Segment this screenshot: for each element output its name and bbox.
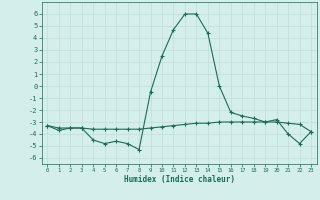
X-axis label: Humidex (Indice chaleur): Humidex (Indice chaleur) <box>124 175 235 184</box>
